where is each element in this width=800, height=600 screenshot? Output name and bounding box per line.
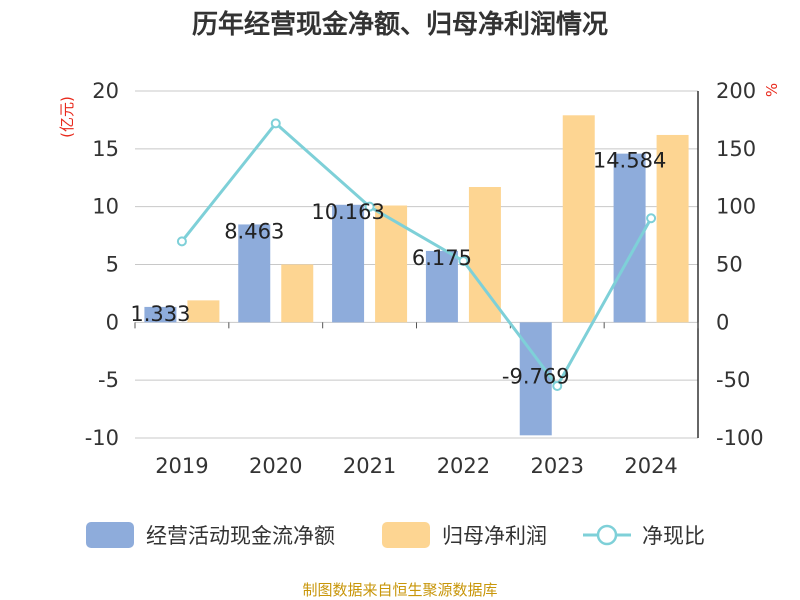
left-tick-label: 10	[92, 195, 119, 219]
data-label-cashflow: 6.175	[412, 246, 472, 270]
right-tick-label: 50	[716, 253, 743, 277]
legend-marker-ratio	[596, 524, 618, 546]
x-category-label: 2023	[531, 454, 584, 478]
source-note: 制图数据来自恒生聚源数据库	[302, 581, 497, 599]
right-tick-label: 0	[716, 310, 729, 334]
left-tick-label: 5	[106, 253, 119, 277]
bars	[144, 115, 689, 436]
legend-swatch-cashflow	[86, 522, 134, 548]
data-labels: 1.333 8.463 10.163 6.175 -9.769 14.584	[130, 149, 666, 389]
right-tick-label: 150	[716, 137, 756, 161]
x-category-label: 2024	[624, 454, 677, 478]
left-tick-label: -10	[85, 426, 119, 450]
bar-profit	[562, 115, 595, 323]
x-category-label: 2019	[155, 454, 208, 478]
left-axis-unit: (亿元)	[58, 96, 76, 138]
ratio-point	[552, 380, 563, 391]
bar-profit	[656, 134, 689, 323]
left-tick-label: -5	[98, 368, 119, 392]
legend: 经营活动现金流净额 归母净利润 净现比	[86, 522, 705, 548]
data-label-cashflow: -9.769	[502, 364, 570, 388]
right-tick-label: -50	[716, 368, 750, 392]
data-label-cashflow: 14.584	[593, 149, 666, 173]
bar-profit	[281, 264, 314, 323]
left-axis-ticks: 20 15 10 5 0 -5 -10	[85, 79, 119, 450]
bar-cashflow	[238, 224, 271, 323]
data-label-cashflow: 8.463	[224, 219, 284, 243]
right-tick-label: -100	[716, 426, 764, 450]
bar-cashflow	[332, 204, 365, 323]
x-axis-labels: 2019 2020 2021 2022 2023 2024	[155, 454, 678, 478]
bar-cashflow	[425, 250, 458, 323]
ratio-point	[364, 201, 375, 212]
chart-title: 历年经营现金净额、归母净利润情况	[192, 9, 608, 40]
legend-swatch-profit	[382, 522, 430, 548]
left-tick-label: 20	[92, 79, 119, 103]
right-tick-label: 100	[716, 195, 756, 219]
right-axis-ticks: 200 150 100 50 0 -50 -100	[716, 79, 764, 450]
ratio-line	[176, 118, 657, 391]
legend-label-cashflow: 经营活动现金流净额	[146, 524, 335, 548]
data-label-cashflow: 1.333	[130, 302, 190, 326]
x-category-label: 2021	[343, 454, 396, 478]
ratio-point	[270, 118, 281, 129]
ratio-point	[176, 236, 187, 247]
legend-label-ratio: 净现比	[642, 524, 705, 548]
bar-profit	[468, 187, 501, 323]
ratio-point	[458, 256, 469, 267]
right-axis-unit: %	[763, 83, 781, 97]
left-tick-label: 0	[106, 310, 119, 334]
right-tick-label: 200	[716, 79, 756, 103]
ratio-line-path	[180, 121, 653, 388]
x-category-label: 2020	[249, 454, 302, 478]
ratio-point	[646, 213, 657, 224]
left-tick-label: 15	[92, 137, 119, 161]
legend-label-profit: 归母净利润	[442, 524, 547, 548]
data-label-cashflow: 10.163	[311, 200, 384, 224]
bar-cashflow	[144, 306, 177, 323]
x-category-label: 2022	[437, 454, 490, 478]
bar-profit	[187, 300, 220, 323]
